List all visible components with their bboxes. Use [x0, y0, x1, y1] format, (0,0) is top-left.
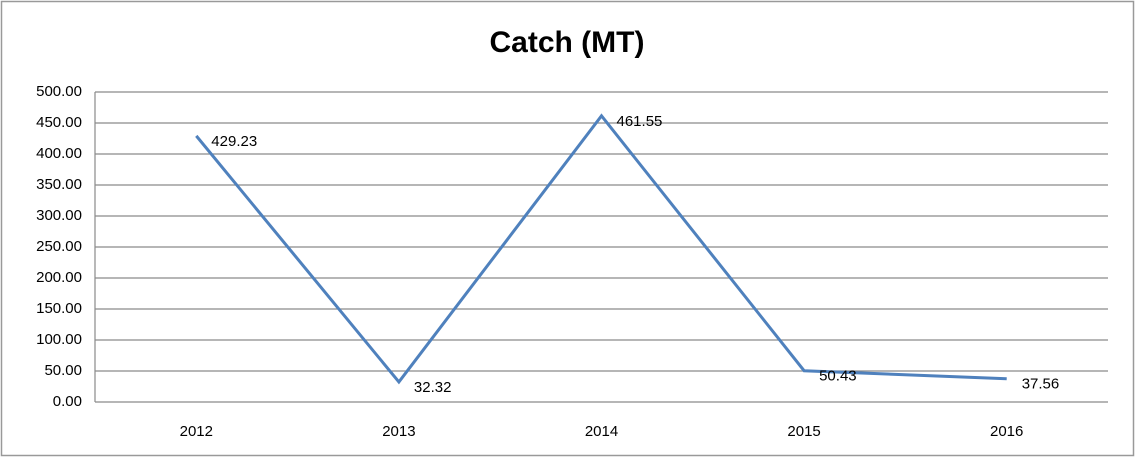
y-tick-label: 500.00 — [36, 83, 82, 100]
data-label: 50.43 — [819, 368, 857, 385]
y-tick-label: 400.00 — [36, 145, 82, 162]
y-tick-label: 50.00 — [44, 362, 82, 379]
y-tick-label: 300.00 — [36, 207, 82, 224]
y-tick-label: 100.00 — [36, 331, 82, 348]
x-tick-label: 2016 — [990, 423, 1023, 440]
y-tick-label: 250.00 — [36, 238, 82, 255]
y-tick-label: 350.00 — [36, 176, 82, 193]
x-tick-label: 2015 — [787, 423, 820, 440]
y-tick-label: 450.00 — [36, 114, 82, 131]
y-tick-label: 200.00 — [36, 269, 82, 286]
data-label: 37.56 — [1022, 376, 1060, 393]
line-series — [195, 113, 1007, 385]
x-tick-label: 2013 — [382, 423, 415, 440]
x-tick-label: 2014 — [585, 423, 618, 440]
data-label: 461.55 — [617, 113, 663, 130]
y-tick-label: 0.00 — [53, 393, 82, 410]
chart-title: Catch (MT) — [490, 26, 645, 59]
x-tick-label: 2012 — [180, 423, 213, 440]
y-tick-label: 150.00 — [36, 300, 82, 317]
data-label: 429.23 — [211, 133, 257, 150]
data-label: 32.32 — [414, 379, 452, 396]
